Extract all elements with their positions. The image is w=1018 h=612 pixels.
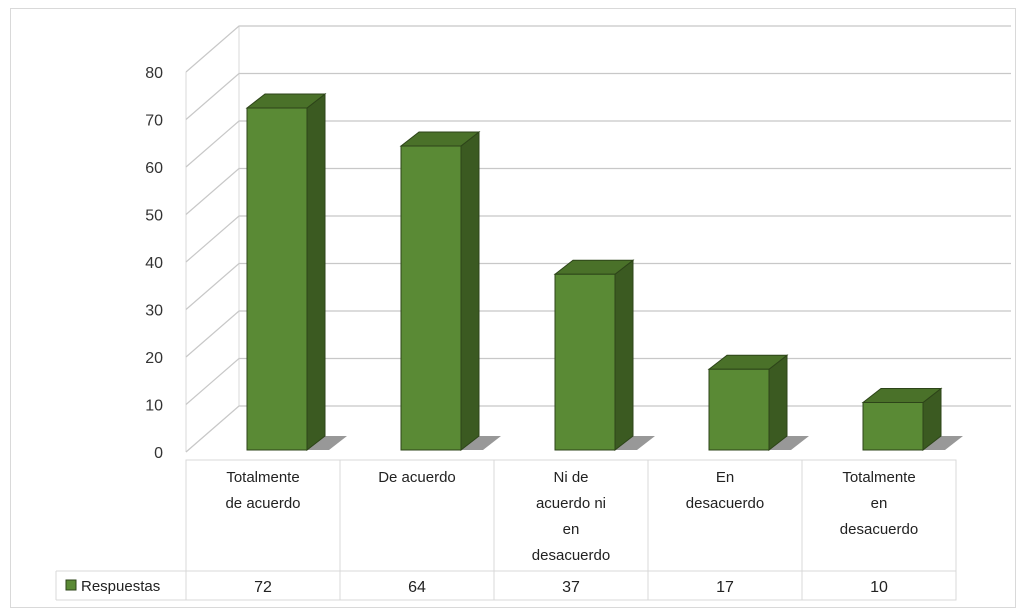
gridline	[185, 310, 1011, 358]
data-label: 64	[408, 579, 426, 596]
legend-label: Respuestas	[81, 578, 160, 595]
category-label: Totalmente de acuerdo	[225, 469, 300, 512]
gridline	[185, 25, 1011, 73]
bar	[400, 145, 462, 451]
y-tick-label: 80	[145, 65, 163, 82]
gridline	[185, 120, 1011, 168]
bar-chart: 0 10 20 30 40 50 60 70 80 Totalmente de acuerdo De…	[55, 25, 1011, 601]
bar-side	[768, 354, 788, 452]
gridline	[185, 262, 1011, 310]
category-label: Totalmente en desacuerdo	[840, 469, 918, 538]
data-label: 17	[716, 579, 734, 596]
bar	[246, 107, 308, 451]
data-label: 37	[562, 579, 580, 596]
data-label: 10	[870, 579, 888, 596]
bar-side	[306, 92, 326, 452]
y-tick-label: 30	[145, 303, 163, 320]
bar	[862, 402, 924, 451]
category-label: Ni de acuerdo ni en desacuerdo	[532, 469, 610, 564]
y-tick-label: 20	[145, 350, 163, 367]
bar	[708, 368, 770, 451]
data-table-border	[185, 459, 957, 601]
legend-swatch	[65, 579, 77, 591]
y-tick-label: 10	[145, 398, 163, 415]
y-tick-label: 60	[145, 160, 163, 177]
y-tick-label: 70	[145, 113, 163, 130]
category-label: En desacuerdo	[686, 469, 764, 512]
data-label: 72	[254, 579, 272, 596]
y-tick-label: 40	[145, 255, 163, 272]
bar-shadow	[307, 436, 347, 450]
gridline	[185, 167, 1011, 215]
bar-shadow	[769, 436, 809, 450]
chart-frame: 0 10 20 30 40 50 60 70 80 Totalmente de acuerdo De…	[10, 8, 1016, 608]
category-label: De acuerdo	[378, 469, 456, 486]
bar-shadow	[461, 436, 501, 450]
gridline	[185, 72, 1011, 120]
bar-shadow	[615, 436, 655, 450]
y-tick-label: 0	[154, 445, 163, 462]
gridline	[185, 215, 1011, 263]
bar-side	[614, 259, 634, 452]
y-tick-label: 50	[145, 208, 163, 225]
bar	[554, 273, 616, 451]
bar-shadow	[923, 436, 963, 450]
bar-side	[460, 130, 480, 452]
